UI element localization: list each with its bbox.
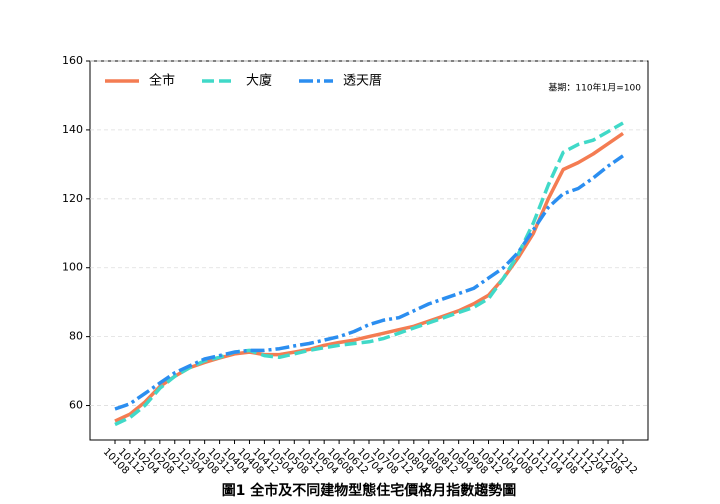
chart-title: 圖1 全市及不同建物型態住宅價格月指數趨勢圖	[222, 482, 517, 499]
series-line	[114, 121, 624, 427]
annotation: 基期：110年1月=100	[548, 82, 641, 94]
series-line	[114, 131, 624, 423]
legend-label: 全市	[149, 73, 175, 89]
legend-label: 透天厝	[343, 74, 382, 89]
y-tick-label: 60	[69, 399, 83, 412]
y-tick-label: 100	[62, 261, 83, 274]
series-line	[114, 154, 624, 411]
y-tick-label: 80	[69, 330, 83, 343]
y-tick-label: 120	[62, 192, 83, 205]
y-tick-label: 140	[62, 123, 83, 136]
legend-label: 大廈	[246, 73, 272, 89]
plot-frame	[89, 60, 649, 441]
y-tick-label: 160	[62, 54, 83, 67]
